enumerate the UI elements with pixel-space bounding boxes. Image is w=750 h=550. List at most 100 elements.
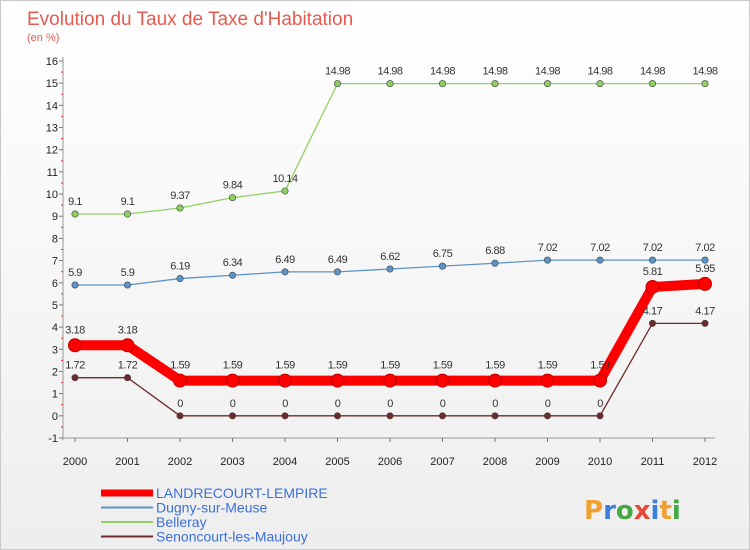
data-label: 14.98 — [535, 66, 560, 78]
data-label: 1.59 — [538, 360, 558, 372]
y-tick-label: 14 — [46, 100, 58, 112]
x-tick-label: 2012 — [693, 456, 717, 468]
x-tick-label: 2008 — [483, 456, 507, 468]
data-point — [596, 256, 604, 264]
data-point — [701, 256, 709, 264]
data-point — [124, 281, 132, 289]
data-label: 7.02 — [538, 242, 558, 254]
y-tick-label: 7 — [52, 256, 58, 268]
data-point — [543, 256, 551, 264]
data-label: 4.17 — [695, 305, 715, 317]
data-point — [491, 412, 499, 420]
data-point — [281, 187, 289, 195]
legend-label: Senoncourt-les-Maujouy — [156, 529, 308, 545]
data-label: 1.59 — [223, 360, 243, 372]
y-tick-label: 13 — [46, 123, 58, 135]
series-0: 3.18 3.18 1.59 1.59 1.59 1.59 1.59 1.59 1.59 1.59… — [65, 263, 716, 388]
data-point — [281, 268, 289, 276]
data-label: 14.98 — [325, 66, 350, 78]
data-point — [596, 80, 604, 88]
data-point — [68, 338, 82, 353]
data-point — [225, 373, 240, 388]
data-point — [333, 268, 341, 276]
series-1: 5.9 5.9 6.19 6.34 6.49 6.49 6.62 6.75 6.88 7.02 7.… — [68, 242, 716, 289]
data-point — [386, 412, 394, 420]
x-tick-label: 2010 — [588, 456, 612, 468]
data-label: 0 — [545, 398, 551, 410]
x-tick-label: 2006 — [378, 456, 402, 468]
data-label: 7.02 — [695, 242, 715, 254]
proxiti-logo: Proxiti — [584, 496, 681, 526]
data-point — [438, 80, 446, 88]
data-point — [176, 412, 184, 420]
data-point — [540, 373, 555, 388]
legend-label: Belleray — [156, 514, 207, 530]
data-label: 14.98 — [640, 66, 665, 78]
data-point — [491, 259, 499, 267]
proxiti-logo-text: Proxiti — [584, 496, 681, 526]
data-point — [71, 210, 79, 218]
data-label: 1.59 — [275, 360, 295, 372]
y-tick-label: 2 — [52, 366, 58, 378]
data-label: 3.18 — [118, 324, 138, 336]
y-tick-label: 16 — [46, 56, 58, 68]
data-label: 1.59 — [380, 360, 400, 372]
data-label: 5.9 — [68, 267, 82, 279]
y-tick-label: 9 — [52, 211, 58, 223]
data-point — [543, 412, 551, 420]
data-label: 4.17 — [643, 305, 663, 317]
y-tick-label: 11 — [47, 167, 58, 179]
data-point — [593, 373, 607, 388]
data-label: 0 — [282, 398, 288, 410]
data-point — [543, 80, 551, 88]
data-label: 7.02 — [643, 242, 663, 254]
data-label: 0 — [335, 398, 341, 410]
data-label: 14.98 — [377, 66, 402, 78]
data-point — [281, 412, 289, 420]
data-label: 14.98 — [430, 66, 455, 78]
x-tick-label: 2003 — [220, 456, 244, 468]
data-point — [491, 80, 499, 88]
x-tick-label: 2004 — [273, 456, 297, 468]
data-label: 9.1 — [68, 196, 82, 208]
chart-title: Evolution du Taux de Taxe d'Habitation — [27, 9, 353, 30]
data-point — [229, 412, 237, 420]
data-point — [698, 276, 712, 291]
y-tick-label: 5 — [52, 300, 58, 312]
data-point — [229, 271, 237, 279]
y-tick-label: 4 — [52, 322, 58, 334]
data-point — [71, 374, 79, 382]
data-point — [488, 373, 502, 388]
data-label: 1.59 — [590, 360, 610, 372]
data-label: 6.88 — [485, 245, 505, 257]
data-label: 14.98 — [587, 66, 612, 78]
data-point — [648, 256, 656, 264]
data-label: 6.75 — [433, 248, 453, 260]
data-point — [701, 319, 709, 327]
data-label: 3.18 — [65, 324, 85, 336]
data-point — [438, 412, 446, 420]
data-label: 1.59 — [328, 360, 348, 372]
data-point — [438, 262, 446, 270]
data-label: 6.62 — [380, 251, 400, 263]
y-tick-label: -1 — [48, 433, 58, 445]
legend-label: LANDRECOURT-LEMPIRE — [156, 485, 328, 501]
y-tick-label: 15 — [46, 78, 58, 90]
data-label: 14.98 — [482, 66, 507, 78]
data-label: 0 — [387, 398, 393, 410]
data-label: 5.81 — [643, 266, 663, 278]
y-tick-label: 3 — [52, 344, 58, 356]
data-point — [330, 373, 345, 388]
data-label: 6.34 — [223, 257, 243, 269]
series-layer: 3.18 3.18 1.59 1.59 1.59 1.59 1.59 1.59 1.59 1.59… — [65, 66, 718, 420]
data-point — [124, 210, 132, 218]
data-point — [173, 373, 187, 388]
series-2: 9.1 9.1 9.37 9.84 10.14 14.98 14.98 14.98 14.98 1… — [68, 66, 718, 218]
x-tick-label: 2002 — [168, 456, 192, 468]
data-point — [701, 80, 709, 88]
data-point — [435, 373, 450, 388]
data-label: 1.72 — [65, 360, 85, 372]
data-point — [383, 373, 397, 388]
